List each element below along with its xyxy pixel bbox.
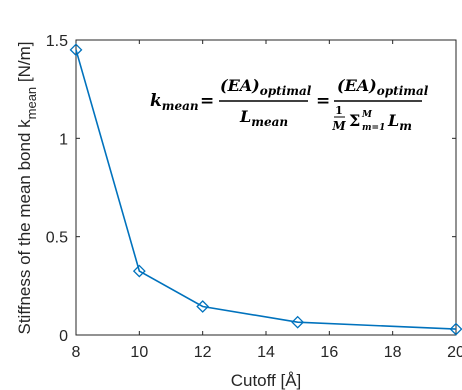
x-tick-label: 8 [72, 344, 81, 361]
frac2-den-sum-upper: M [361, 110, 373, 120]
y-axis-label: Stiffness of the mean bond kmean [N/m] [15, 41, 39, 334]
data-point-marker [132, 264, 146, 278]
y-tick-label: 1 [59, 131, 68, 148]
data-point-marker [291, 315, 305, 329]
formula-eq-1: = [200, 91, 214, 111]
x-tick-label: 16 [320, 344, 338, 361]
formula-eq-2: = [316, 91, 330, 111]
y-tick-label: 0.5 [46, 230, 68, 247]
series-group [69, 43, 462, 336]
frac2-den-sum: Σ [349, 111, 360, 130]
y-axis-label-unit: [N/m] [15, 41, 34, 86]
x-tick-label: 14 [257, 344, 275, 361]
x-axis-label: Cutoff [Å] [231, 371, 302, 390]
y-axis-label-main: Stiffness of the mean bond k [15, 119, 34, 335]
y-tick-label: 0 [59, 328, 68, 345]
series-line [75, 49, 457, 330]
data-point-marker [196, 300, 210, 313]
data-point-marker [69, 43, 83, 57]
formula-annotation: kmean = (EA)optimal Lmean = (EA)optimal … [150, 76, 429, 133]
frac2-numerator: (EA)optimal [337, 76, 429, 98]
plot-area [75, 39, 457, 336]
x-tick-label: 12 [194, 344, 212, 361]
y-tick-label: 1.5 [46, 33, 68, 50]
formula-lhs: kmean [150, 91, 199, 113]
frac2-den-one: 1 [335, 104, 343, 117]
y-axis-label-sub: mean [24, 87, 39, 120]
x-tick-label: 20 [447, 344, 462, 361]
x-tick-label: 18 [384, 344, 402, 361]
data-point-marker [449, 322, 462, 336]
frac1-numerator: (EA)optimal [220, 76, 312, 98]
x-tick-label: 10 [130, 344, 148, 361]
frac2-den-L: Lm [387, 111, 412, 133]
frac1-denominator: Lmean [239, 107, 288, 129]
axes-box [75, 39, 457, 336]
frac2-den-M: M [331, 119, 346, 133]
frac2-den-sum-lower: m=1 [362, 123, 385, 133]
y-axis-ticks: 0 0.5 1 1.5 [46, 33, 456, 345]
x-axis-ticks: 8 10 12 14 16 18 20 [72, 40, 462, 361]
